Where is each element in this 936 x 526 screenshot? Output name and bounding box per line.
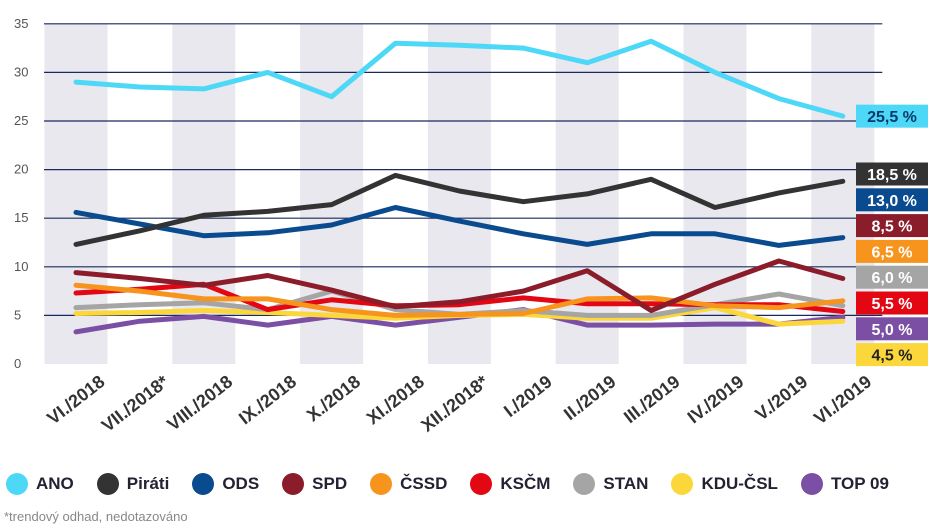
y-axis-ticks: 0 5 10 15 20 25 30 35 <box>14 16 28 371</box>
x-tick-label: III./2019 <box>620 371 684 427</box>
legend-label: Piráti <box>126 474 170 493</box>
legend-label: KDU-ČSL <box>701 474 778 493</box>
legend-label: ODS <box>222 474 260 493</box>
legend-item: SPD <box>282 473 347 495</box>
legend-item: Piráti <box>96 473 170 495</box>
svg-text:6,5 %: 6,5 % <box>872 244 913 261</box>
svg-text:13,0 %: 13,0 % <box>867 193 917 210</box>
x-tick-label: IX./2018 <box>235 371 300 428</box>
series-line-ano <box>73 38 846 119</box>
legend-label: SPD <box>312 474 348 493</box>
svg-text:5,0 %: 5,0 % <box>872 322 913 339</box>
end-label-ods: 13,0 % <box>856 188 928 212</box>
y-tick-label: 30 <box>14 64 28 79</box>
x-tick-label: XII./2018* <box>417 371 492 435</box>
legend-label: KSČM <box>500 474 551 493</box>
svg-text:25,5 %: 25,5 % <box>867 109 917 126</box>
legend-item: ANO <box>6 473 74 495</box>
series-line-ods <box>73 205 846 248</box>
series-lines <box>73 38 846 335</box>
end-label-stan: 6,0 % <box>856 265 928 289</box>
legend-dot-icon <box>800 473 823 495</box>
legend-dot-icon <box>370 473 393 495</box>
svg-text:4,5 %: 4,5 % <box>872 348 913 365</box>
y-tick-label: 35 <box>14 16 28 31</box>
x-tick-label: IV./2019 <box>684 371 748 427</box>
y-tick-label: 5 <box>14 307 21 322</box>
x-tick-label: I./2019 <box>500 371 556 421</box>
legend-dot-icon <box>96 473 119 495</box>
end-label-ano: 25,5 % <box>856 104 928 128</box>
legend-dot-icon <box>470 473 493 495</box>
legend-label: TOP 09 <box>830 474 889 493</box>
legend-item: TOP 09 <box>800 473 889 495</box>
legend-dot-icon <box>671 473 694 495</box>
legend-dot-icon <box>192 473 215 495</box>
end-label-pir-ti: 18,5 % <box>856 162 928 186</box>
svg-text:6,0 %: 6,0 % <box>872 270 913 287</box>
series-line-pir-ti <box>73 172 846 247</box>
line-chart: 0 5 10 15 20 25 30 35 VI./2018VII./2018*VIII./2… <box>14 16 928 436</box>
footnote: *trendový odhad, nedotazováno <box>4 509 188 524</box>
legend-dot-icon <box>6 473 28 495</box>
end-label-kdu-sl: 4,5 % <box>856 343 928 367</box>
legend-item: STAN <box>573 473 648 495</box>
end-label-top-09: 5,0 % <box>856 317 928 341</box>
legend: ANO Piráti ODS SPD ČSSD KSČM STAN KDU-ČSL TOP 09 <box>6 471 936 497</box>
svg-text:8,5 %: 8,5 % <box>872 219 913 236</box>
legend-item: ČSSD <box>370 473 447 495</box>
legend-label: STAN <box>603 474 649 493</box>
end-label--ssd: 6,5 % <box>856 239 928 263</box>
y-tick-label: 20 <box>14 162 28 177</box>
band-9 <box>619 23 683 365</box>
svg-text:18,5 %: 18,5 % <box>867 167 917 184</box>
legend-dot-icon <box>573 473 596 495</box>
legend-item: KDU-ČSL <box>671 473 778 495</box>
y-tick-label: 0 <box>14 356 21 371</box>
x-tick-label: VIII./2018 <box>163 371 236 434</box>
legend-dot-icon <box>282 473 305 495</box>
x-tick-label: VI./2019 <box>810 371 875 428</box>
y-tick-label: 10 <box>14 259 28 274</box>
x-tick-label: II./2019 <box>560 371 620 424</box>
end-label-ks-m: 5,5 % <box>856 291 928 315</box>
x-tick-label: V./2019 <box>751 371 811 424</box>
legend-item: KSČM <box>470 473 550 495</box>
x-tick-label: VII./2018* <box>98 371 173 435</box>
series-line--ssd <box>73 282 846 318</box>
svg-text:5,5 %: 5,5 % <box>872 296 913 313</box>
legend-label: ČSSD <box>400 474 448 493</box>
end-label-spd: 8,5 % <box>856 214 928 238</box>
series-line-spd <box>73 258 846 313</box>
y-tick-label: 15 <box>14 210 28 225</box>
end-labels: 25,5 % 18,5 % 13,0 % 8,5 % 6,5 % 6,0 % 5,5 % 5,… <box>856 104 928 367</box>
y-tick-label: 25 <box>14 113 28 128</box>
legend-label: ANO <box>36 474 74 493</box>
x-tick-label: X./2018 <box>303 371 364 425</box>
legend-item: ODS <box>192 473 259 495</box>
